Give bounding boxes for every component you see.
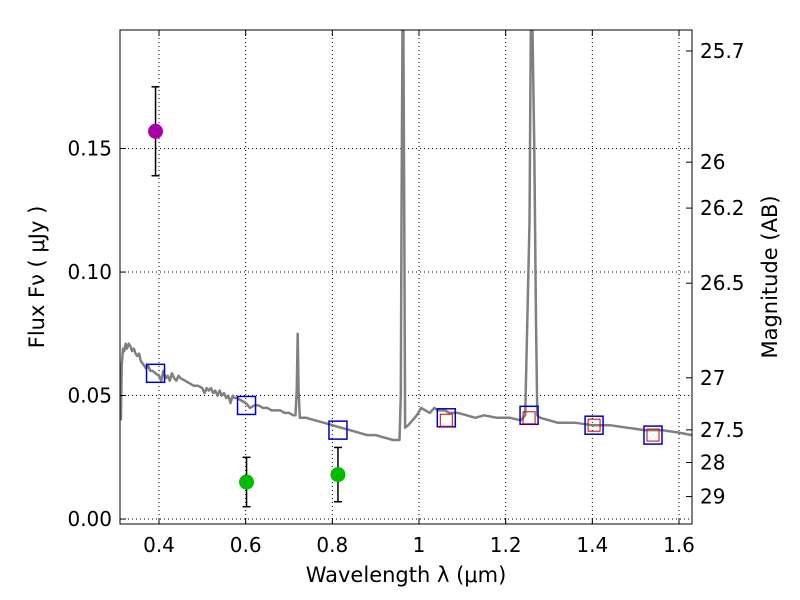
photometry-point <box>239 474 255 490</box>
x-tick-label: 0.4 <box>143 533 175 557</box>
axes: 0.4 0.6 0.8 1 1.2 1.4 1.6 0.00 0.05 0.10 0.15 25.7 2… <box>67 30 745 557</box>
model-band-square <box>643 425 663 445</box>
x-tick-label: 1.4 <box>576 533 608 557</box>
series-layer <box>120 30 692 508</box>
model-band-square <box>236 395 257 416</box>
x-tick-label: 1.2 <box>490 533 522 557</box>
y2-tick-label: 26 <box>700 150 725 174</box>
y2-tick-label: 28 <box>700 450 725 474</box>
ir-band-square <box>587 418 601 432</box>
model-band-square <box>328 420 348 440</box>
x-axis-title: Wavelength λ (μm) <box>306 563 507 587</box>
y2-tick-label: 27 <box>700 366 725 390</box>
ir-band-square <box>646 428 660 442</box>
x-tick-label: 0.6 <box>230 533 262 557</box>
y2-axis-title: Magnitude (AB) <box>758 195 782 358</box>
y2-tick-label: 26.5 <box>700 271 745 295</box>
photometry-point <box>330 467 346 483</box>
x-tick-label: 1 <box>413 533 426 557</box>
y-tick-label: 0.10 <box>67 260 112 284</box>
plot-area <box>120 30 692 524</box>
model-band-square <box>145 363 166 384</box>
ir-band-square <box>522 411 536 425</box>
spectrum-line <box>120 30 692 442</box>
y-axis-title: Flux Fν ( μJy ) <box>25 206 49 349</box>
y-tick-label: 0.05 <box>67 384 112 408</box>
x-tick-label: 0.8 <box>316 533 348 557</box>
x-tick-label: 1.6 <box>663 533 695 557</box>
y-tick-label: 0.15 <box>67 137 112 161</box>
y-tick-label: 0.00 <box>67 507 112 531</box>
model-band-square <box>436 408 457 428</box>
y2-tick-label: 29 <box>700 485 725 509</box>
y2-tick-label: 25.7 <box>700 39 745 63</box>
y2-tick-label: 27.5 <box>700 418 745 442</box>
model-band-square <box>584 415 604 435</box>
ir-band-square <box>439 413 453 427</box>
photometry-point <box>148 123 164 139</box>
y2-tick-label: 26.2 <box>700 196 745 220</box>
plot-frame <box>119 29 693 525</box>
grid <box>120 30 692 524</box>
model-band-square <box>519 405 539 426</box>
